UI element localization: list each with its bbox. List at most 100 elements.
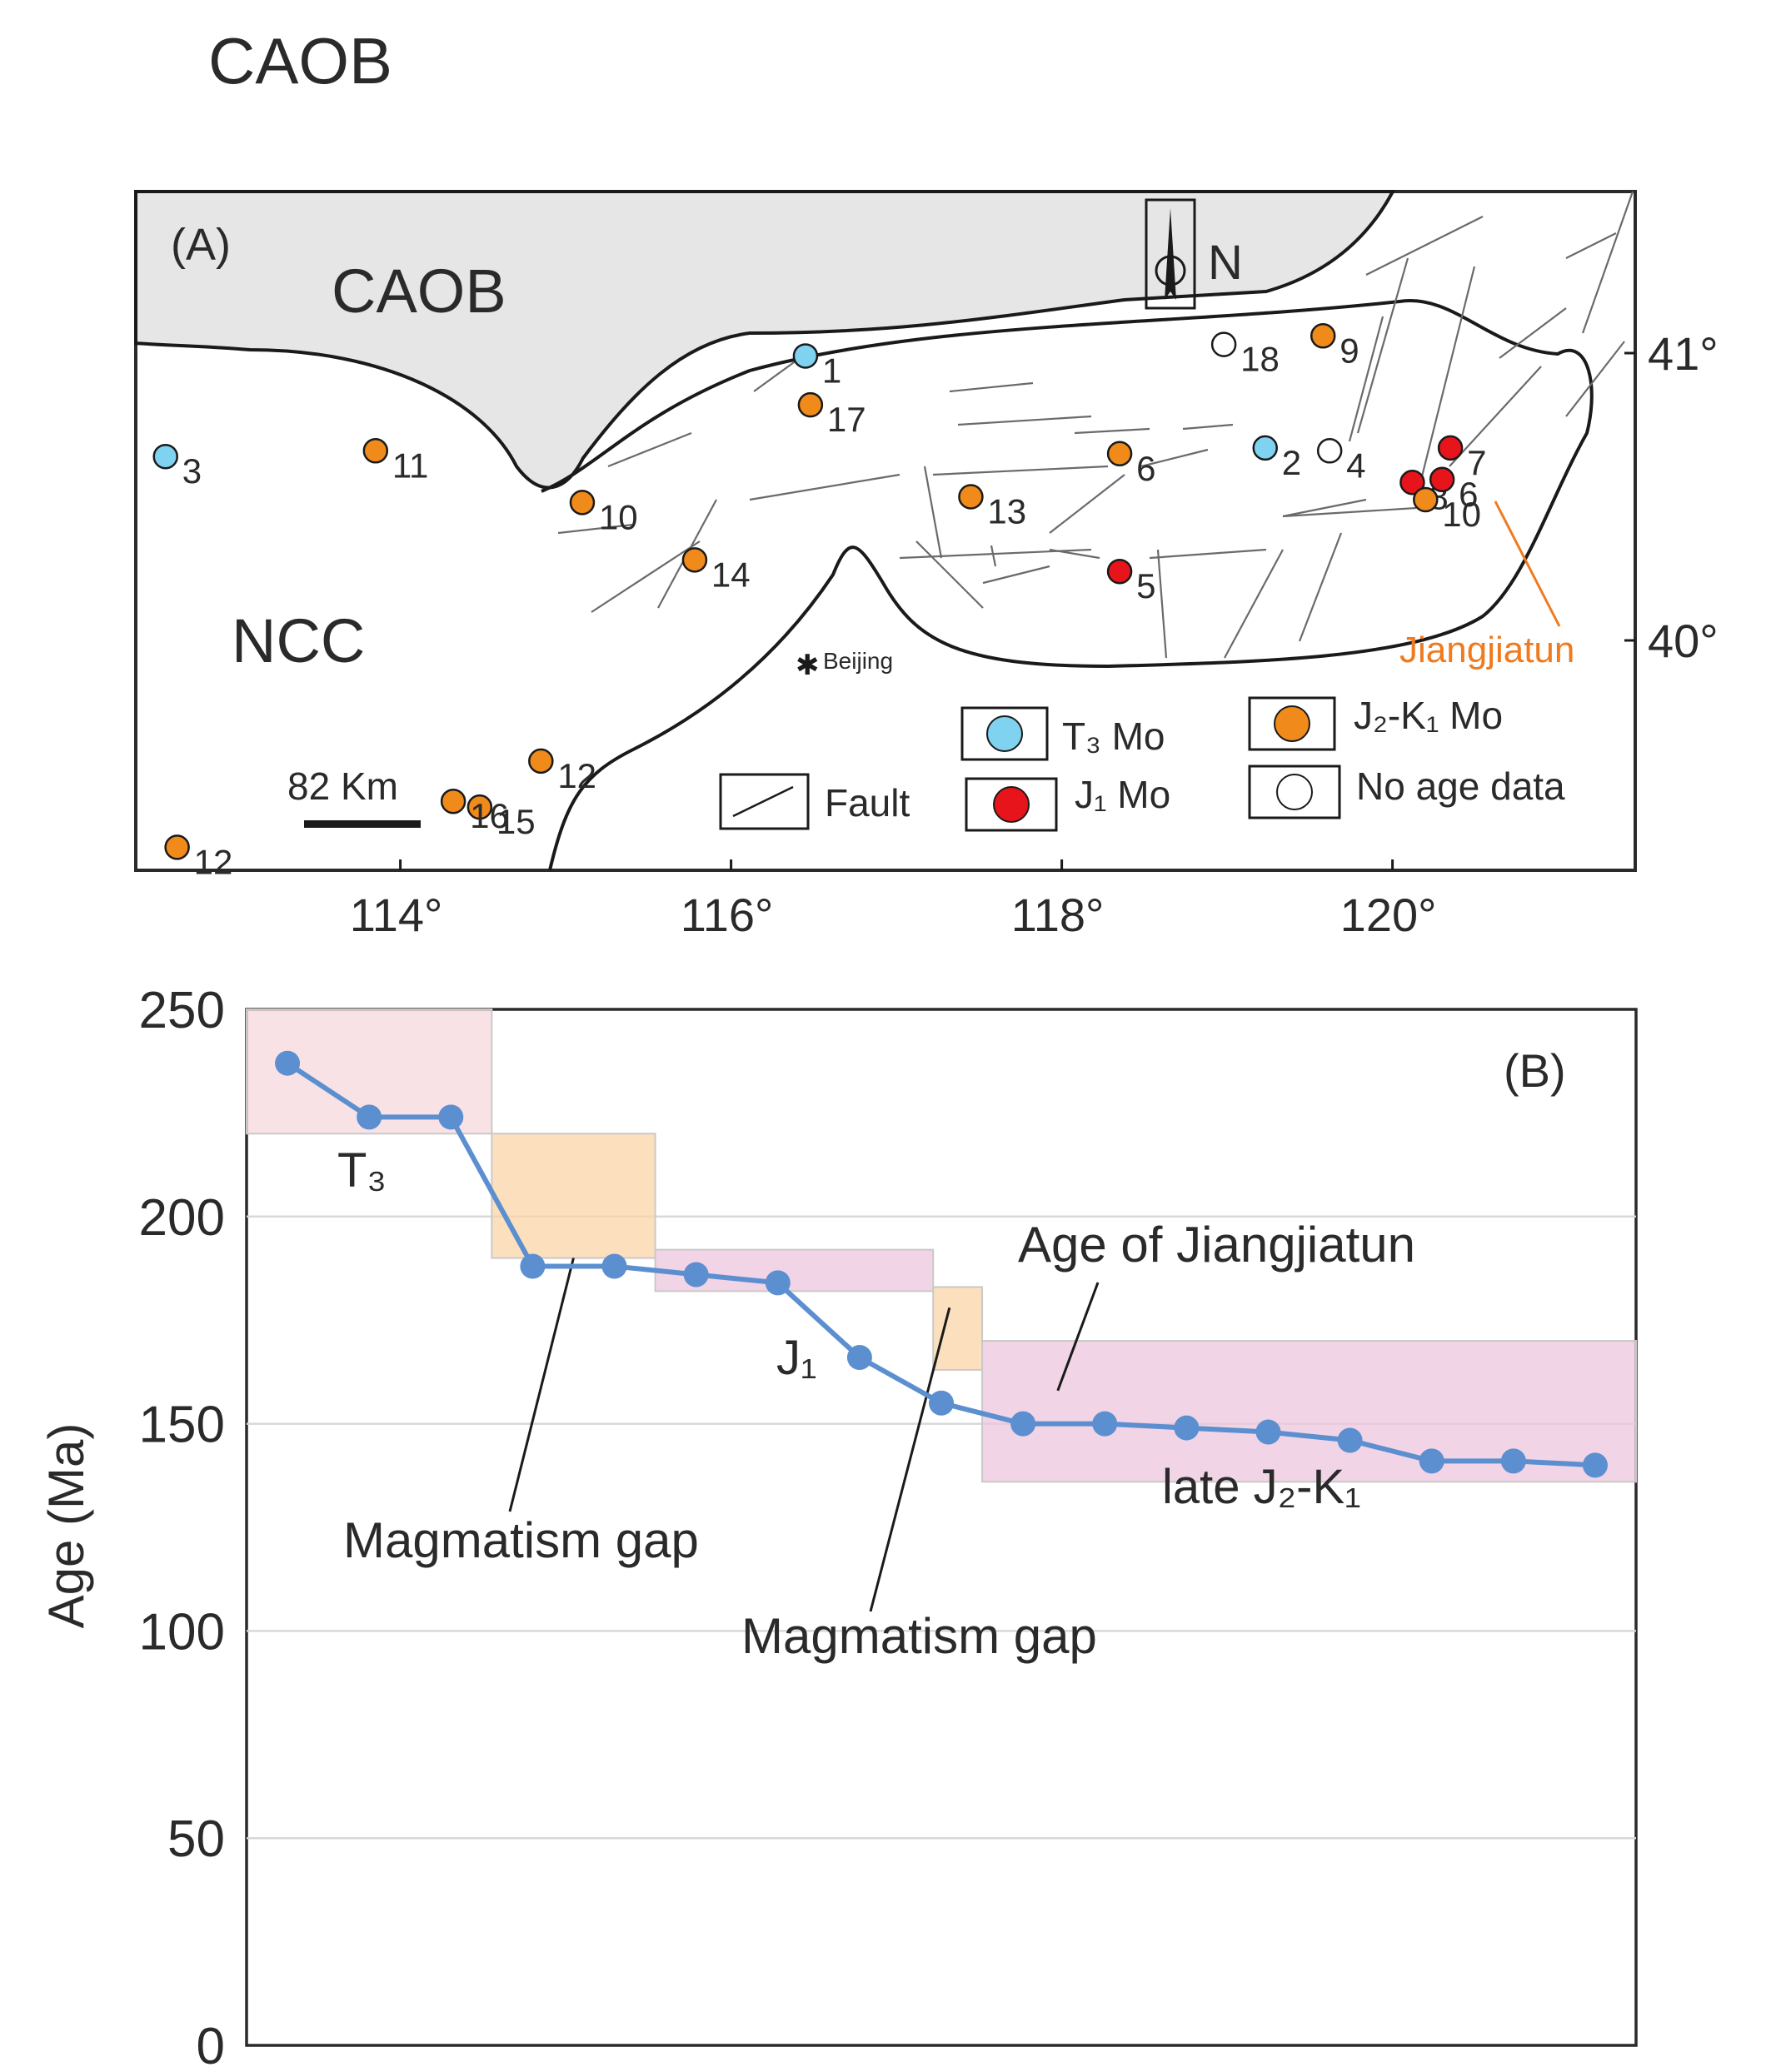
map-legend: T₃ Mo J₂-K₁ Mo Fault J₁ Mo No age data	[719, 694, 1565, 832]
age-chart: 0 50 100 150 200 250 (B) Age (Ma) T₃ J₁ late …	[38, 982, 1638, 2072]
north-arrow-frame	[1145, 198, 1196, 310]
deposit-number: 12	[557, 756, 596, 795]
deposit-number: 15	[496, 802, 536, 841]
deposit-number: 18	[1240, 340, 1280, 379]
scale-bar: 82 Km	[287, 765, 421, 828]
lon-tick-label: 120°	[1340, 889, 1437, 941]
city-label: Beijing	[823, 648, 893, 674]
jiangjiatun-leader	[1494, 501, 1561, 627]
deposit-number: 10	[1442, 495, 1481, 534]
region-label-t3: T₃	[337, 1143, 387, 1198]
data-point	[1174, 1415, 1200, 1441]
lon-tick-label: 116°	[681, 889, 774, 941]
deposit-number: 12	[194, 842, 233, 881]
jiangjiatun-label: Jiangjiatun	[1399, 630, 1574, 670]
deposit-marker	[1413, 486, 1439, 513]
caob-region	[134, 190, 1396, 490]
legend-swatch-t3	[986, 715, 1023, 752]
y-tick-label: 50	[167, 1811, 225, 1868]
data-point	[1092, 1411, 1118, 1437]
lon-tick-label: 118°	[1011, 889, 1105, 941]
y-tick-labels: 0 50 100 150 200 250	[139, 982, 225, 2072]
legend-swatch-none	[1276, 774, 1313, 810]
deposit-number: 1	[822, 351, 841, 390]
deposit-marker	[440, 788, 466, 814]
data-point	[1500, 1448, 1526, 1474]
data-point	[765, 1270, 791, 1296]
deposit-number: 16	[470, 796, 509, 835]
deposit-number: 7	[1467, 443, 1486, 482]
deposit-marker	[569, 490, 596, 516]
deposit-marker	[528, 748, 554, 775]
scale-label: 82 Km	[287, 765, 398, 808]
deposit-marker	[1252, 435, 1279, 461]
lat-tick-label: 41°	[1648, 327, 1719, 380]
deposit-marker	[681, 547, 708, 573]
annotation-leader	[508, 1258, 575, 1512]
deposit-marker	[1429, 466, 1455, 493]
map-axes: 114° 116° 118° 120° 41° 40°	[350, 327, 1719, 941]
annotation-leader	[869, 1307, 951, 1612]
north-arrow-icon	[1165, 208, 1176, 300]
deposit-number: 5	[1136, 566, 1155, 605]
ncc-label: NCC	[232, 606, 365, 675]
annotation-leaders	[508, 1258, 1100, 1612]
data-point	[275, 1050, 301, 1076]
y-tick-label: 150	[139, 1397, 225, 1454]
region-label-late-j2k1: late J₂-K₁	[1162, 1460, 1361, 1514]
data-point	[601, 1253, 627, 1279]
deposit-number: 4	[1346, 446, 1365, 485]
annotation-leader	[1056, 1282, 1100, 1392]
scale-bar-line	[304, 820, 421, 828]
legend-fault: Fault	[825, 781, 910, 824]
annotation-jiangjiatun-age: Age of Jiangjiatun	[1018, 1217, 1415, 1273]
deposit-marker	[792, 343, 819, 369]
deposit-number: 6	[1459, 475, 1478, 514]
legend-box-fault	[719, 773, 810, 830]
deposit-number: 6	[1136, 449, 1155, 488]
legend-none: No age data	[1356, 765, 1565, 808]
north-label: N	[1208, 236, 1243, 290]
lon-tick-label: 114°	[350, 889, 443, 941]
data-point	[1419, 1448, 1444, 1474]
y-tick-label: 200	[139, 1189, 225, 1247]
y-tick-label: 250	[139, 982, 225, 1039]
deposit-marker	[362, 438, 389, 464]
legend-swatch-j2k1	[1274, 705, 1310, 742]
data-point	[929, 1390, 954, 1416]
faults	[557, 191, 1634, 659]
legend-j2k1: J₂-K₁ Mo	[1354, 694, 1503, 737]
map-panel: (A) CAOB NCC N ✱ Beijing Jiangjiatun 82 …	[134, 190, 1719, 941]
deposit-marker	[1106, 441, 1133, 466]
data-point	[846, 1344, 872, 1370]
caob-label: CAOB	[332, 257, 506, 326]
y-tick-label: 100	[139, 1603, 225, 1661]
data-point	[520, 1253, 546, 1279]
deposit-marker	[466, 794, 493, 820]
deposit-marker	[152, 443, 178, 470]
chart-frame	[245, 1008, 1638, 2047]
fault-line-icon	[732, 785, 794, 818]
beijing-marker: ✱ Beijing	[796, 648, 893, 681]
legend-t3: T₃ Mo	[1062, 715, 1165, 758]
deposit-number: 11	[392, 446, 429, 485]
deposit-marker	[1437, 435, 1464, 461]
period-region	[932, 1286, 984, 1371]
deposit-number: 9	[1339, 331, 1359, 370]
north-arrow: N	[1145, 198, 1243, 310]
chart-panel-label: (B)	[1504, 1044, 1566, 1097]
deposit-marker	[1210, 331, 1237, 357]
map-panel-label: (A)	[171, 220, 231, 270]
deposit-marker	[958, 484, 984, 510]
star-icon: ✱	[796, 650, 820, 681]
data-point	[1582, 1452, 1608, 1478]
deposit-marker	[1399, 470, 1425, 496]
deposit-number: 14	[711, 555, 751, 594]
deposit-marker	[1316, 438, 1343, 464]
ncc-boundary	[541, 299, 1594, 871]
deposit-number: 3	[182, 451, 202, 491]
deposit-number: 17	[827, 400, 866, 439]
deposit-number: 10	[599, 497, 638, 536]
